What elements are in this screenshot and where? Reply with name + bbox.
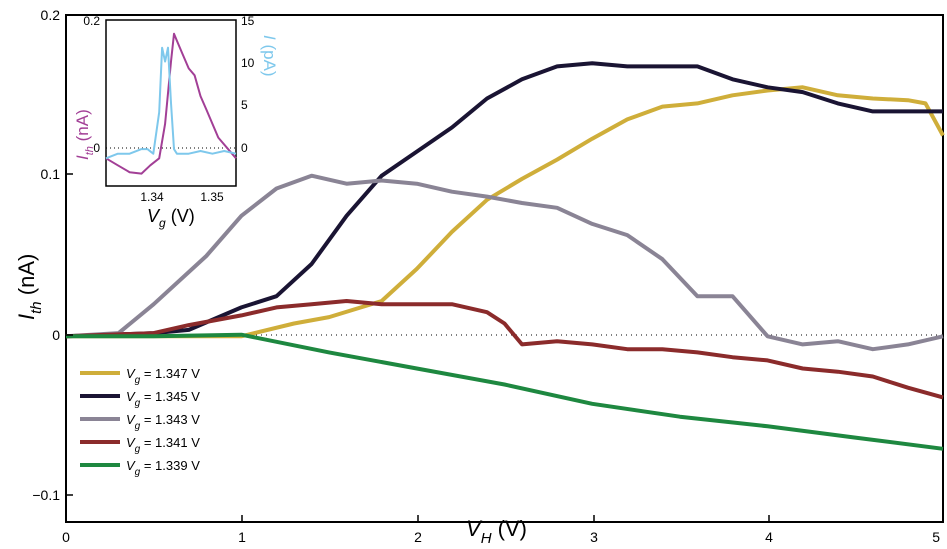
legend-item: Vg = 1.347 V bbox=[80, 366, 200, 386]
legend-label: Vg = 1.339 V bbox=[126, 458, 200, 478]
x-axis-label-sub: H bbox=[481, 530, 492, 547]
legend-label: Vg = 1.347 V bbox=[126, 366, 200, 386]
x-axis: 0 1 2 3 4 5 bbox=[62, 515, 940, 545]
y-axis: 0.2 0.1 0 −0.1 bbox=[32, 7, 73, 503]
legend-item: Vg = 1.343 V bbox=[80, 412, 200, 432]
inset-x-axis-label: Vg (V) bbox=[147, 206, 195, 230]
inset-chart: 0.2 0 15 10 5 0 1.34 1.35 Vg (V) Ith (nA… bbox=[73, 14, 279, 230]
legend-label: Vg = 1.343 V bbox=[126, 412, 200, 432]
inset-y-tick-label: 0.2 bbox=[83, 14, 100, 28]
legend-label: Vg = 1.345 V bbox=[126, 389, 200, 409]
inset-current-line bbox=[105, 46, 237, 160]
y-tick-label: −0.1 bbox=[32, 487, 60, 503]
x-tick-label: 3 bbox=[590, 529, 598, 545]
legend-item: Vg = 1.341 V bbox=[80, 435, 200, 455]
y-tick-label: 0 bbox=[52, 327, 60, 343]
x-tick-label: 0 bbox=[62, 529, 70, 545]
inset-y-axis-label: Ith (nA) bbox=[73, 109, 96, 160]
x-tick-label: 4 bbox=[765, 529, 773, 545]
legend-item: Vg = 1.345 V bbox=[80, 389, 200, 409]
inset-y2-tick-label: 5 bbox=[241, 98, 248, 112]
inset-series-lines bbox=[105, 32, 237, 175]
inset-thermal-line bbox=[105, 32, 237, 175]
series-line bbox=[66, 332, 944, 451]
y-tick-label: 0.1 bbox=[41, 166, 61, 182]
y-axis-label-sub: th bbox=[28, 301, 45, 314]
x-axis-label-unit: (V) bbox=[492, 516, 527, 541]
legend-item: Vg = 1.339 V bbox=[80, 458, 200, 478]
inset-y2-tick-label: 10 bbox=[241, 56, 255, 70]
inset-x-tick-label: 1.35 bbox=[200, 190, 224, 204]
legend: Vg = 1.347 V Vg = 1.345 V Vg = 1.343 V V… bbox=[80, 366, 200, 478]
y-tick-label: 0.2 bbox=[41, 7, 61, 23]
series-line bbox=[65, 61, 943, 339]
x-tick-label: 5 bbox=[932, 529, 940, 545]
inset-y2-tick-label: 15 bbox=[241, 14, 255, 28]
inset-x-tick-label: 1.34 bbox=[140, 190, 164, 204]
x-tick-label: 2 bbox=[414, 529, 422, 545]
series-line bbox=[65, 299, 944, 400]
series-line bbox=[65, 173, 944, 352]
y-axis-label-unit: (nA) bbox=[14, 254, 39, 302]
legend-label: Vg = 1.341 V bbox=[126, 435, 200, 455]
y-axis-label-letter: I bbox=[14, 314, 39, 320]
x-tick-label: 1 bbox=[238, 529, 246, 545]
plot-frame bbox=[65, 14, 944, 523]
inset-y-tick-label: 0 bbox=[93, 141, 100, 155]
inset-y2-axis-label: I (pA) bbox=[260, 35, 279, 77]
y-axis-label: Ith (nA) bbox=[14, 254, 45, 320]
x-axis-label: VH (V) bbox=[466, 516, 527, 547]
series-lines bbox=[65, 61, 945, 451]
series-line bbox=[66, 85, 945, 339]
x-axis-label-letter: V bbox=[466, 516, 483, 541]
inset-y2-tick-label: 0 bbox=[241, 141, 248, 155]
